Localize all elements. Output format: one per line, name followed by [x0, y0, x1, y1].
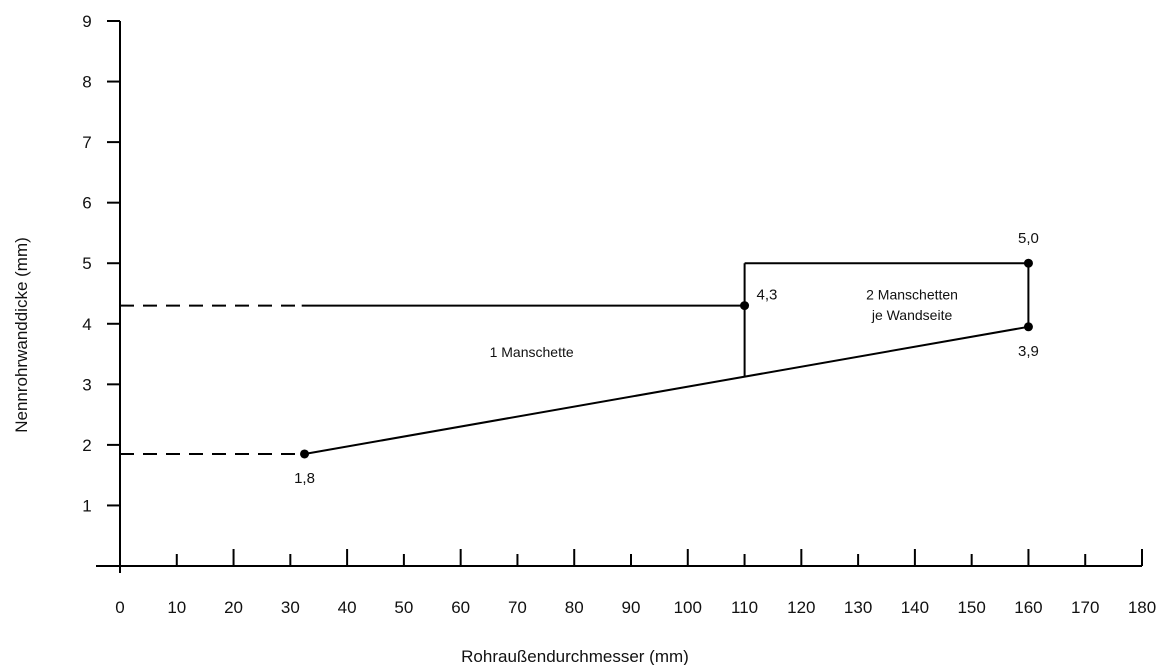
x-tick-label: 90 — [622, 598, 641, 617]
axes: 0 10 20 30 40 50 60 70 80 90 100 110 120 130 140 150 160… — [82, 12, 1156, 617]
x-tick-label: 70 — [508, 598, 527, 617]
y-tick-label: 3 — [82, 375, 91, 394]
y-tick-label: 4 — [82, 315, 91, 334]
x-tick-label: 10 — [167, 598, 186, 617]
data-label: 3,9 — [1018, 343, 1039, 360]
region-annotation: je Wandseite — [871, 307, 953, 323]
data-label: 4,3 — [757, 287, 778, 304]
y-tick-label: 8 — [82, 73, 91, 92]
x-tick-label: 30 — [281, 598, 300, 617]
data-label: 5,0 — [1018, 230, 1039, 247]
y-tick-label: 9 — [82, 12, 91, 31]
x-tick-label: 60 — [451, 598, 470, 617]
data-point — [300, 449, 310, 459]
solid-line — [304, 325, 1029, 455]
x-tick-label: 40 — [338, 598, 357, 617]
x-tick-label: 160 — [1014, 598, 1042, 617]
annotations: 1 Manschette 2 Manschetten je Wandseite — [490, 287, 958, 361]
x-tick-label: 150 — [957, 598, 985, 617]
x-tick-label: 180 — [1128, 598, 1156, 617]
x-tick-label: 170 — [1071, 598, 1099, 617]
y-tick-label: 1 — [82, 496, 91, 515]
x-tick-label: 80 — [565, 598, 584, 617]
y-tick-label: 2 — [82, 436, 91, 455]
y-tick-label: 6 — [82, 194, 91, 213]
x-tick-label: 140 — [901, 598, 929, 617]
x-tick-label: 120 — [787, 598, 815, 617]
y-tick-label: 5 — [82, 254, 91, 273]
region-annotation: 2 Manschetten — [866, 287, 958, 303]
x-axis-title: Rohraußendurchmesser (mm) — [461, 647, 689, 665]
x-tick-label: 110 — [731, 598, 758, 617]
data-point — [1023, 322, 1033, 332]
x-tick-label: 100 — [674, 598, 702, 617]
data-points: 1,8 4,3 5,0 3,9 — [294, 230, 1039, 487]
region-annotation: 1 Manschette — [490, 344, 574, 360]
x-tick-label: 0 — [115, 598, 124, 617]
x-tick-label: 20 — [224, 598, 243, 617]
data-label: 1,8 — [294, 470, 315, 487]
data-point — [740, 301, 750, 311]
x-tick-label: 130 — [844, 598, 872, 617]
x-tick-label: 50 — [394, 598, 413, 617]
data-point — [1023, 258, 1033, 268]
y-axis-title: Nennrohrwanddicke (mm) — [12, 237, 31, 433]
y-tick-label: 7 — [82, 133, 91, 152]
series-lines — [120, 262, 1030, 455]
